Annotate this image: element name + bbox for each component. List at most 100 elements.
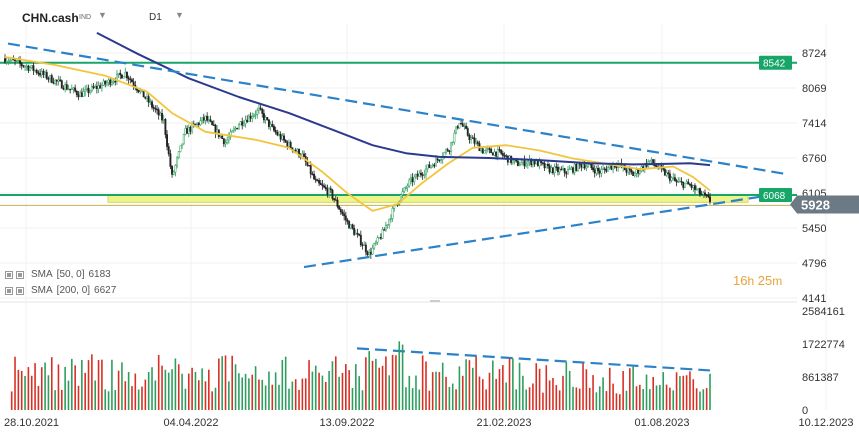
candle-body (211, 121, 214, 126)
indicator-legend-sma200[interactable]: SMA [200, 0] 6627 (5, 285, 116, 296)
volume-bar (552, 377, 554, 410)
indicator-label: SMA (31, 285, 53, 296)
candle-body (431, 164, 434, 167)
volume-bar (167, 372, 170, 410)
candle-body (632, 172, 635, 176)
candle-body (475, 141, 478, 144)
volume-bar (224, 355, 227, 410)
candle-body (562, 168, 564, 170)
volume-bar (44, 362, 46, 410)
candle-body (276, 131, 279, 136)
volume-bar (535, 363, 538, 410)
volume-bar (30, 375, 33, 410)
symbol-title[interactable]: CHN.cash (22, 11, 79, 25)
current-price-badge-bg (790, 195, 859, 214)
candle-body (573, 163, 576, 173)
candle-body (214, 124, 217, 134)
candle-body (520, 162, 523, 166)
volume-bar (365, 357, 367, 410)
candle-body (465, 125, 468, 129)
candle-body (448, 150, 451, 152)
volume-bar (679, 376, 681, 410)
volume-bar (37, 385, 40, 410)
volume-bar (655, 385, 658, 410)
candle-body (45, 72, 48, 79)
candle-body (587, 164, 589, 167)
candle-body (595, 167, 598, 174)
timeframe-dropdown-icon[interactable]: ▼ (175, 10, 184, 20)
candle-body (702, 192, 705, 195)
candle-body (346, 219, 349, 222)
candle-body (331, 189, 334, 199)
candle-body (386, 224, 389, 226)
candle-body (560, 168, 563, 171)
volume-bar (54, 390, 56, 410)
symbol-dropdown-icon[interactable]: ▼ (98, 10, 107, 20)
volume-bar (10, 391, 13, 410)
volume-bar (161, 365, 163, 410)
candle-body (114, 80, 117, 83)
candle-body (147, 96, 150, 103)
volume-bar (558, 390, 561, 410)
candle-body (344, 215, 347, 221)
volume-bar (121, 362, 123, 410)
candle-body (169, 153, 172, 167)
volume-axis: 2584161 1722774 861387 0 (802, 306, 845, 417)
candle-body (481, 148, 484, 154)
candle-body (354, 232, 357, 235)
candle-body (460, 123, 463, 125)
candle-body (4, 58, 6, 63)
volume-bar (127, 372, 130, 410)
indicator-settings-icon[interactable] (5, 286, 13, 295)
candle-body (543, 162, 546, 169)
volume-bar (455, 389, 457, 410)
countdown-minutes-unit: m (772, 274, 783, 288)
candle-body (416, 174, 419, 177)
candle-body (378, 237, 381, 239)
volume-tick-label: 1722774 (802, 339, 845, 351)
candle-body (491, 152, 494, 156)
candle-body (161, 113, 163, 121)
candle-body (450, 141, 453, 152)
symbol-exchange: IND (79, 14, 92, 21)
indicator-visibility-icon[interactable] (16, 286, 24, 295)
volume-bar (705, 388, 708, 410)
candle-body (388, 218, 391, 225)
volume-bar (345, 364, 347, 410)
volume-bar (164, 369, 167, 410)
candle-body (309, 165, 312, 175)
candle-body (256, 109, 259, 115)
candle-body (271, 124, 274, 127)
volume-bar (471, 367, 474, 410)
candle-body (485, 148, 488, 151)
indicator-legend-sma50[interactable]: SMA [50, 0] 6183 (5, 269, 111, 280)
volume-bar (74, 365, 76, 410)
candle-body (597, 167, 600, 172)
volume-bar (141, 386, 143, 410)
volume-bar (208, 369, 210, 410)
candle-body (523, 159, 526, 167)
volume-bar (451, 383, 454, 410)
timeframe-selector[interactable]: D1 (149, 12, 162, 23)
indicator-visibility-icon[interactable] (16, 270, 24, 279)
candle-body (207, 119, 210, 121)
candle-body (164, 119, 167, 135)
candle-body (364, 244, 367, 253)
candle-body (100, 84, 103, 89)
candle-body (35, 69, 38, 74)
volume-bar (548, 380, 551, 410)
volume-bar (111, 359, 113, 410)
volume-bar (388, 375, 391, 410)
volume-bar (298, 389, 300, 410)
candle-body (119, 72, 122, 76)
candle-body (473, 137, 476, 144)
indicator-settings-icon[interactable] (5, 270, 13, 279)
volume-bar (101, 359, 103, 410)
candle-body (274, 130, 277, 133)
volume-bar (582, 363, 584, 410)
candle-body (413, 176, 416, 183)
candle-body (709, 196, 711, 203)
candle-body (383, 229, 386, 231)
